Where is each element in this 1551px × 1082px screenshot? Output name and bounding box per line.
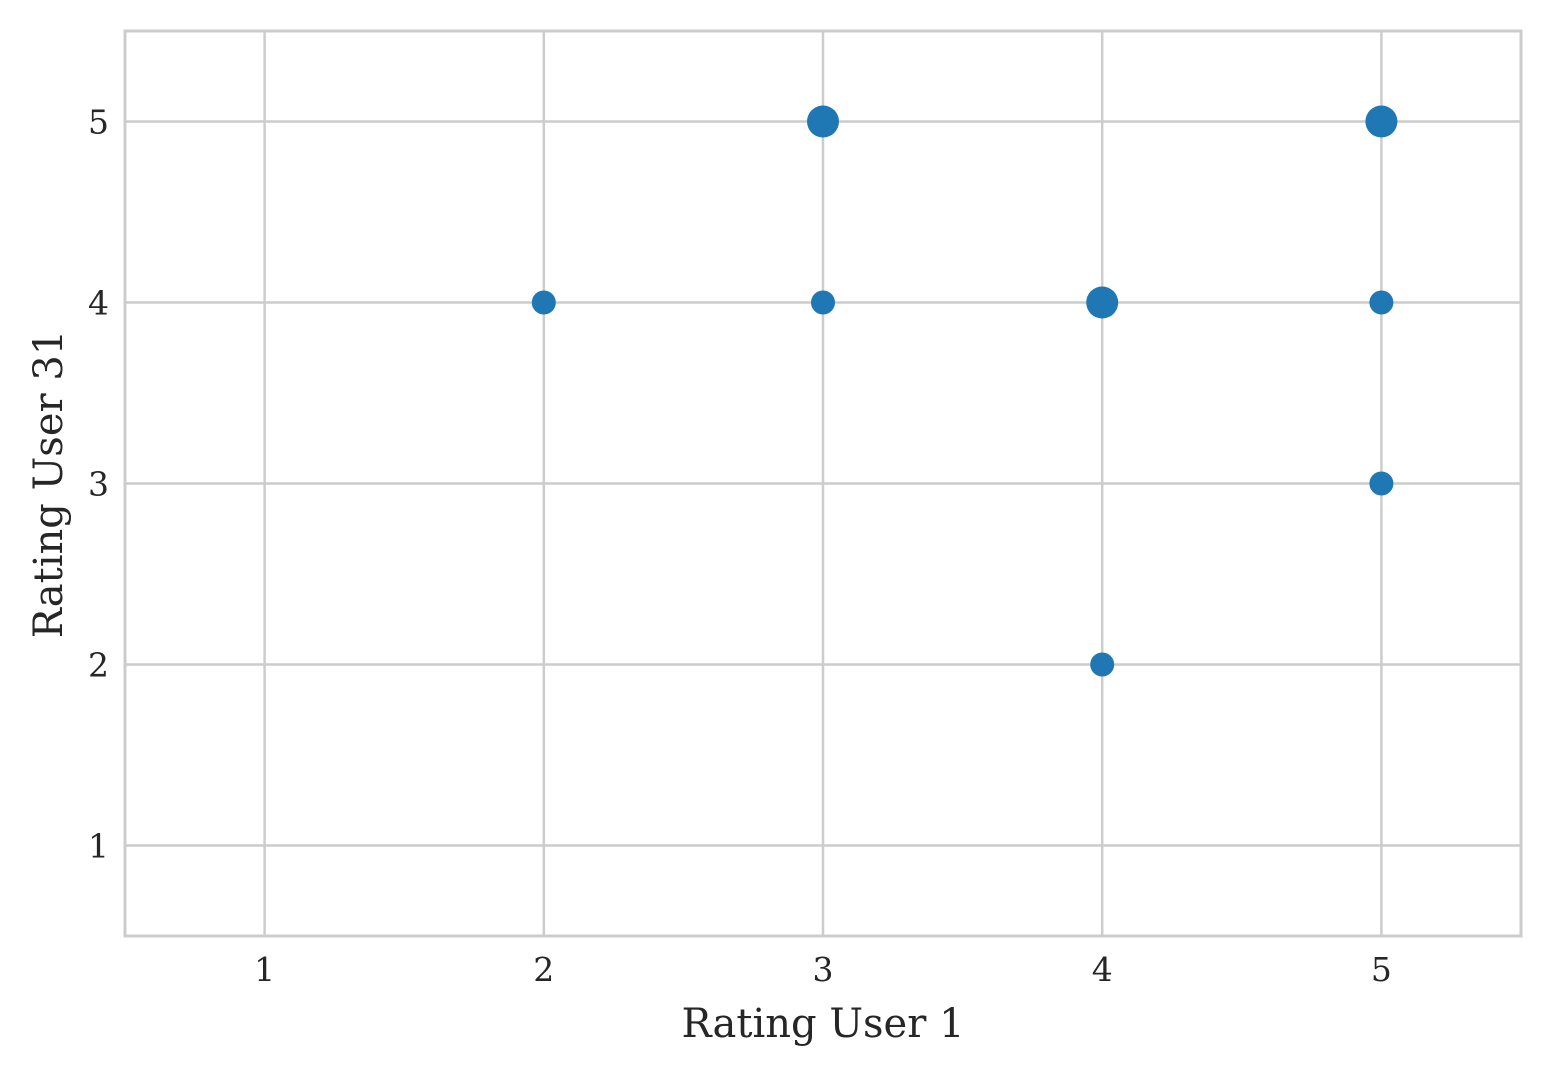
x-tick-label: 4 — [1092, 950, 1113, 989]
scatter-point — [1369, 471, 1394, 496]
scatter-point — [1369, 290, 1394, 315]
y-tick-label: 2 — [88, 646, 109, 685]
scatter-point — [807, 105, 839, 138]
x-tick-label: 2 — [533, 950, 554, 989]
scatter-point — [811, 290, 835, 315]
scatter-point — [531, 290, 556, 315]
plot-frame — [123, 29, 1523, 938]
y-tick-label: 5 — [88, 103, 109, 142]
x-tick-label: 1 — [254, 950, 275, 989]
x-tick-label: 3 — [813, 950, 834, 989]
x-tick-label: 5 — [1371, 950, 1392, 989]
scatter-point — [1365, 105, 1398, 138]
scatter-point — [1090, 652, 1115, 677]
y-tick-label: 3 — [88, 465, 109, 504]
y-tick-labels: 1 2 3 4 5 — [88, 103, 109, 866]
x-axis-label: Rating User 1 — [681, 1001, 964, 1047]
y-tick-label: 1 — [88, 827, 109, 866]
y-tick-label: 4 — [88, 284, 109, 323]
y-axis-label: Rating User 31 — [26, 330, 72, 638]
data-points — [531, 105, 1398, 677]
x-tick-labels: 1 2 3 4 5 — [254, 950, 1392, 989]
scatter-point — [1086, 286, 1119, 319]
